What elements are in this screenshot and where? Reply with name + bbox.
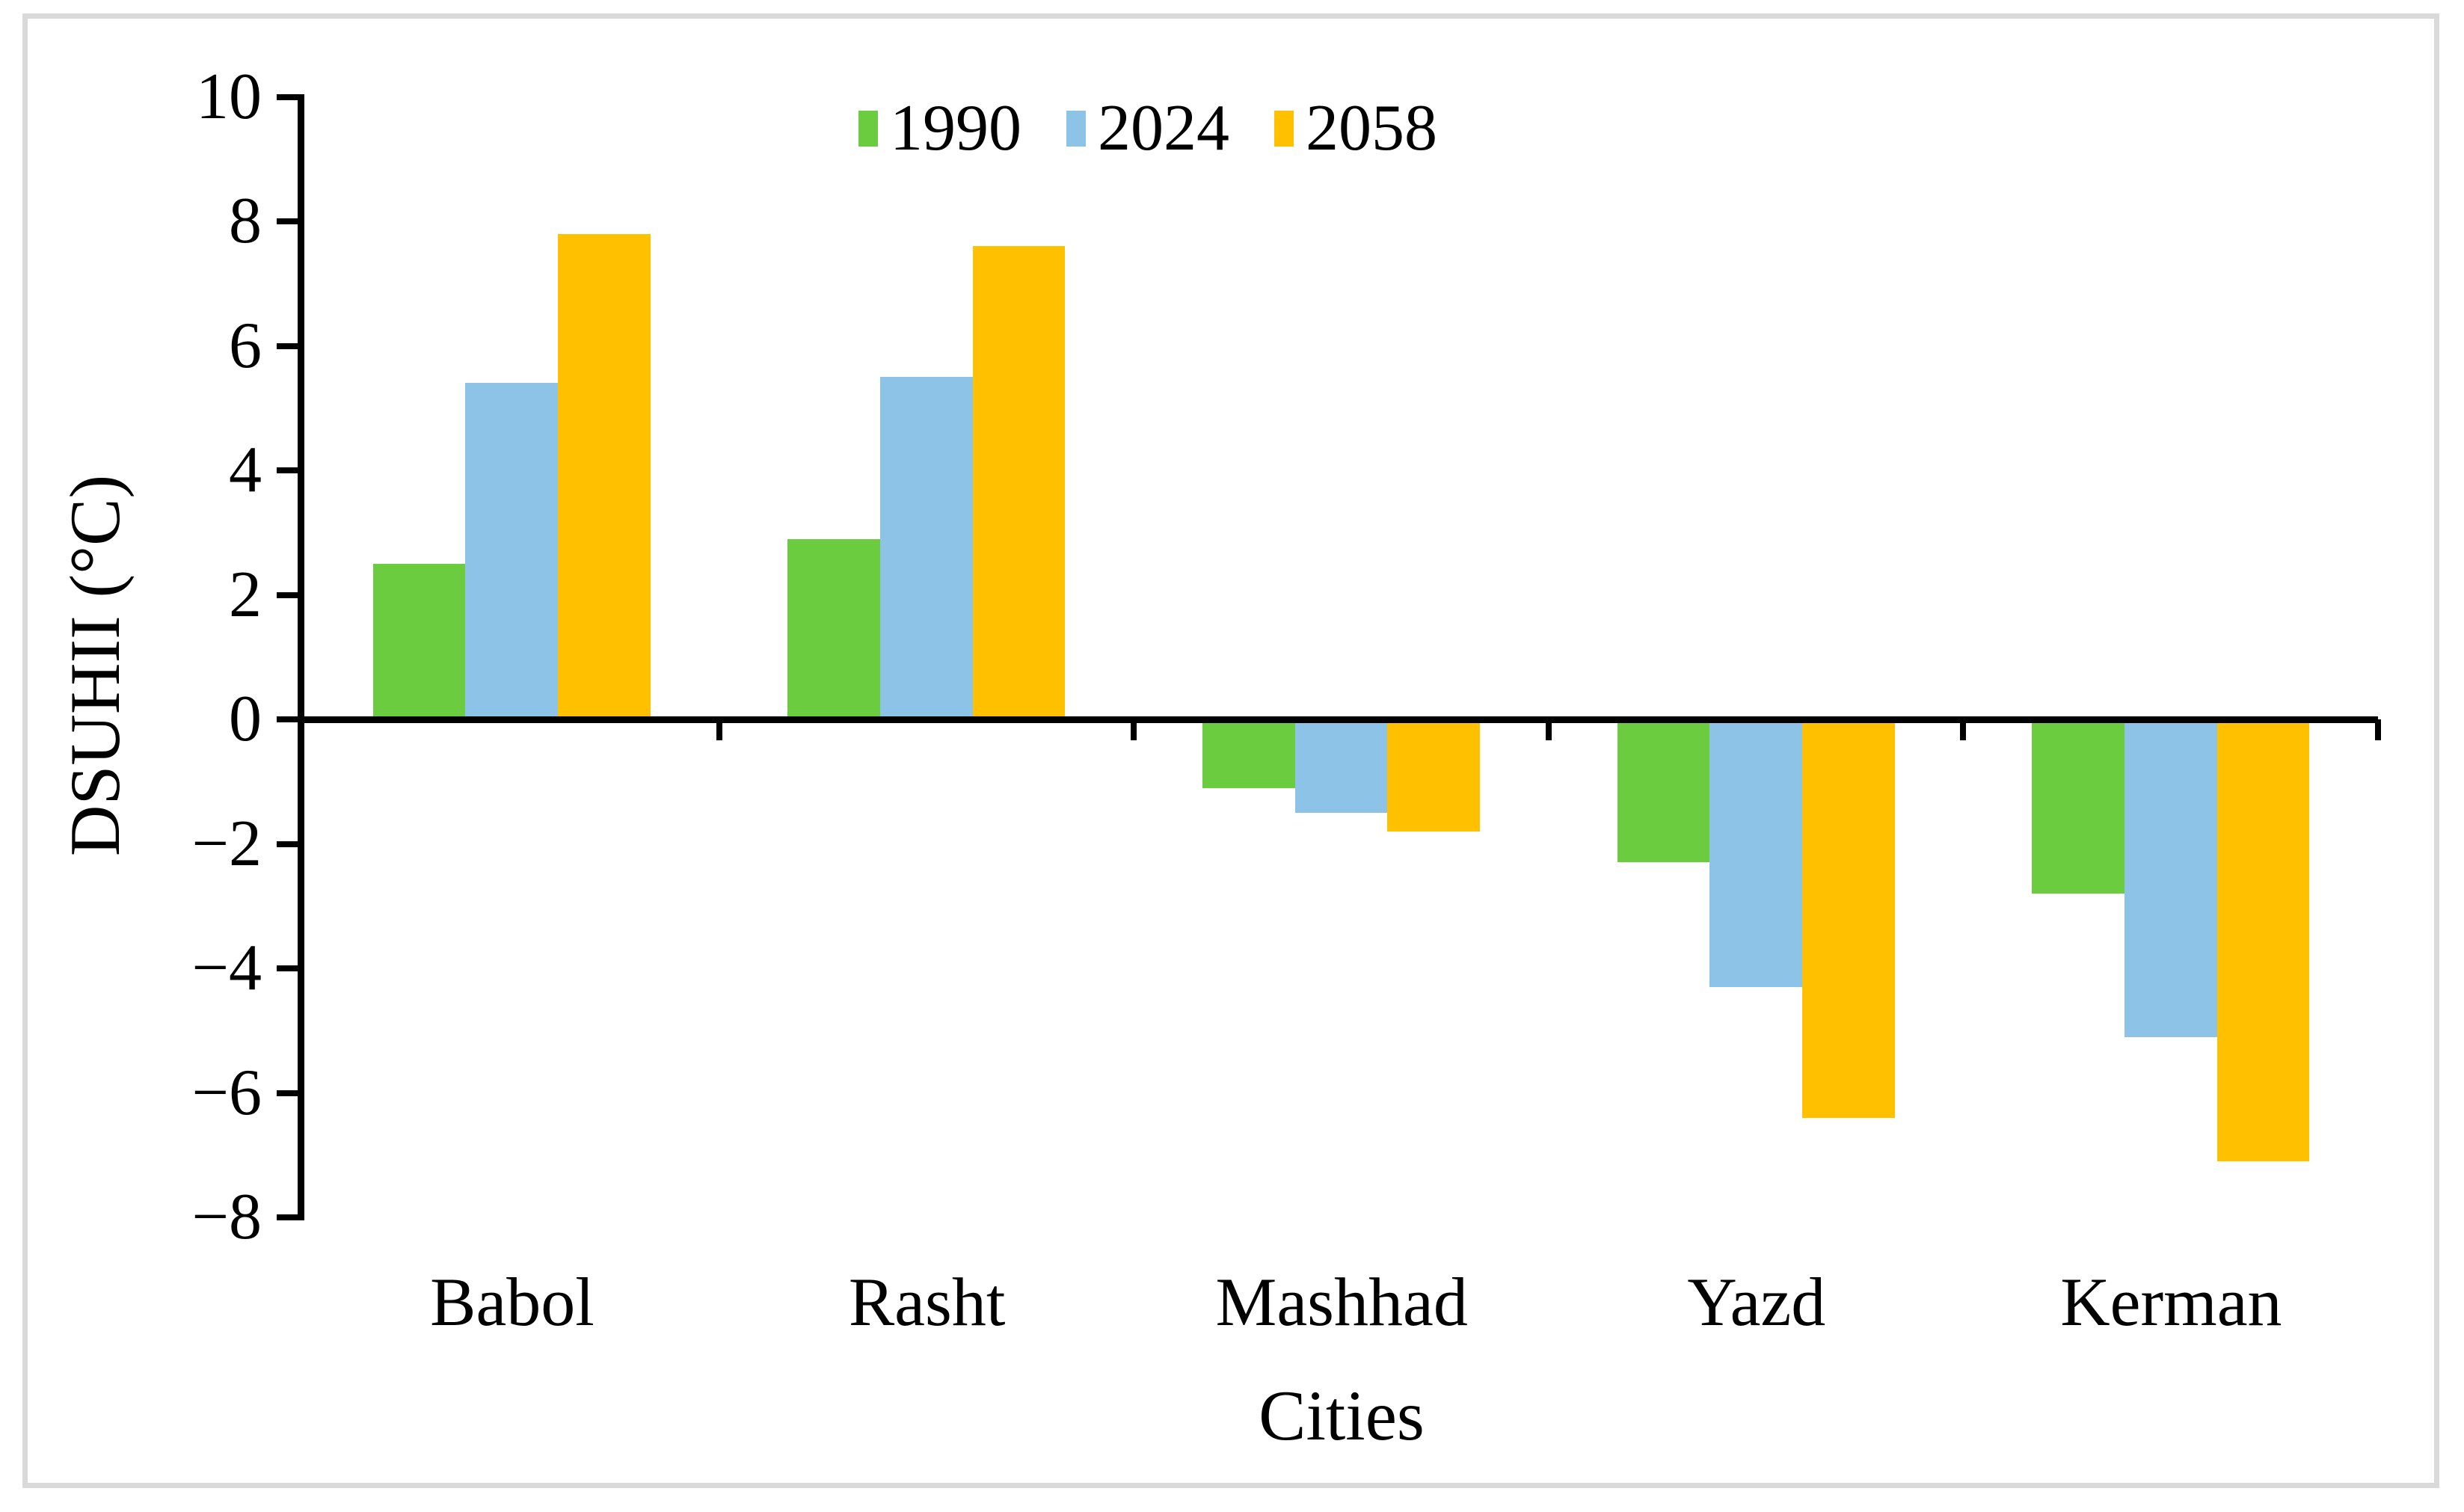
x-category-label: Mashhad — [1215, 1264, 1468, 1340]
x-axis-title: Cities — [1259, 1376, 1425, 1455]
legend-item-2024: 2024 — [1066, 96, 1229, 162]
y-axis-tick — [277, 467, 298, 473]
y-axis-tick — [277, 342, 298, 349]
legend-item-1990: 1990 — [858, 96, 1021, 162]
bar-babol-2058 — [558, 233, 651, 719]
legend-swatch-2024 — [1066, 111, 1086, 147]
x-category-label: Rasht — [848, 1264, 1006, 1340]
bar-rasht-2024 — [880, 377, 973, 719]
bar-babol-2024 — [465, 383, 559, 719]
y-tick-label: −8 — [191, 1181, 262, 1253]
x-category-label: Babol — [430, 1264, 595, 1340]
y-tick-label: −2 — [191, 807, 262, 880]
bar-kerman-2024 — [2124, 719, 2217, 1037]
figure-border — [22, 13, 2439, 1488]
y-tick-label: −6 — [191, 1056, 262, 1129]
bar-mashhad-1990 — [1202, 719, 1295, 788]
y-axis-tick — [277, 840, 298, 847]
bar-rasht-2058 — [972, 246, 1066, 719]
legend-label: 2024 — [1098, 92, 1229, 165]
bar-kerman-2058 — [2216, 719, 2310, 1162]
y-axis-title: DSUHII (°C) — [55, 474, 135, 857]
y-axis-tick — [277, 965, 298, 971]
bar-kerman-1990 — [2032, 719, 2124, 894]
x-axis-boundary-tick — [1545, 719, 1552, 740]
y-tick-label: 10 — [196, 60, 262, 133]
bar-mashhad-2024 — [1294, 719, 1388, 813]
y-axis-tick — [277, 1090, 298, 1096]
y-tick-label: 6 — [229, 309, 262, 382]
y-tick-label: 0 — [229, 683, 262, 755]
legend-swatch-1990 — [858, 111, 878, 147]
bar-babol-1990 — [372, 563, 466, 719]
bar-yazd-2058 — [1801, 719, 1895, 1118]
x-axis-line — [298, 716, 2378, 723]
x-category-label: Kerman — [2060, 1264, 2282, 1340]
legend-item-2058: 2058 — [1274, 96, 1437, 162]
x-axis-boundary-tick — [1960, 719, 1967, 740]
y-axis-tick — [277, 93, 298, 100]
bar-yazd-2024 — [1709, 719, 1802, 987]
legend: 1990 2024 2058 — [858, 96, 1437, 162]
y-tick-label: 8 — [229, 185, 262, 257]
x-axis-boundary-tick — [2375, 719, 2381, 740]
y-axis-tick — [277, 1214, 298, 1220]
y-tick-label: 2 — [229, 558, 262, 631]
y-axis-line — [298, 93, 304, 1220]
bar-mashhad-2058 — [1387, 719, 1481, 832]
x-axis-boundary-tick — [716, 719, 722, 740]
y-axis-tick — [277, 218, 298, 224]
legend-label: 1990 — [890, 92, 1021, 165]
legend-swatch-2058 — [1274, 111, 1294, 147]
bar-yazd-1990 — [1617, 719, 1710, 863]
y-tick-label: 4 — [229, 434, 262, 506]
y-axis-tick — [277, 591, 298, 598]
legend-label: 2058 — [1306, 92, 1437, 165]
x-category-label: Yazd — [1687, 1264, 1826, 1340]
y-axis-tick — [277, 716, 298, 722]
y-tick-label: −4 — [191, 932, 262, 1004]
bar-rasht-1990 — [787, 538, 881, 719]
x-axis-boundary-tick — [1131, 719, 1137, 740]
